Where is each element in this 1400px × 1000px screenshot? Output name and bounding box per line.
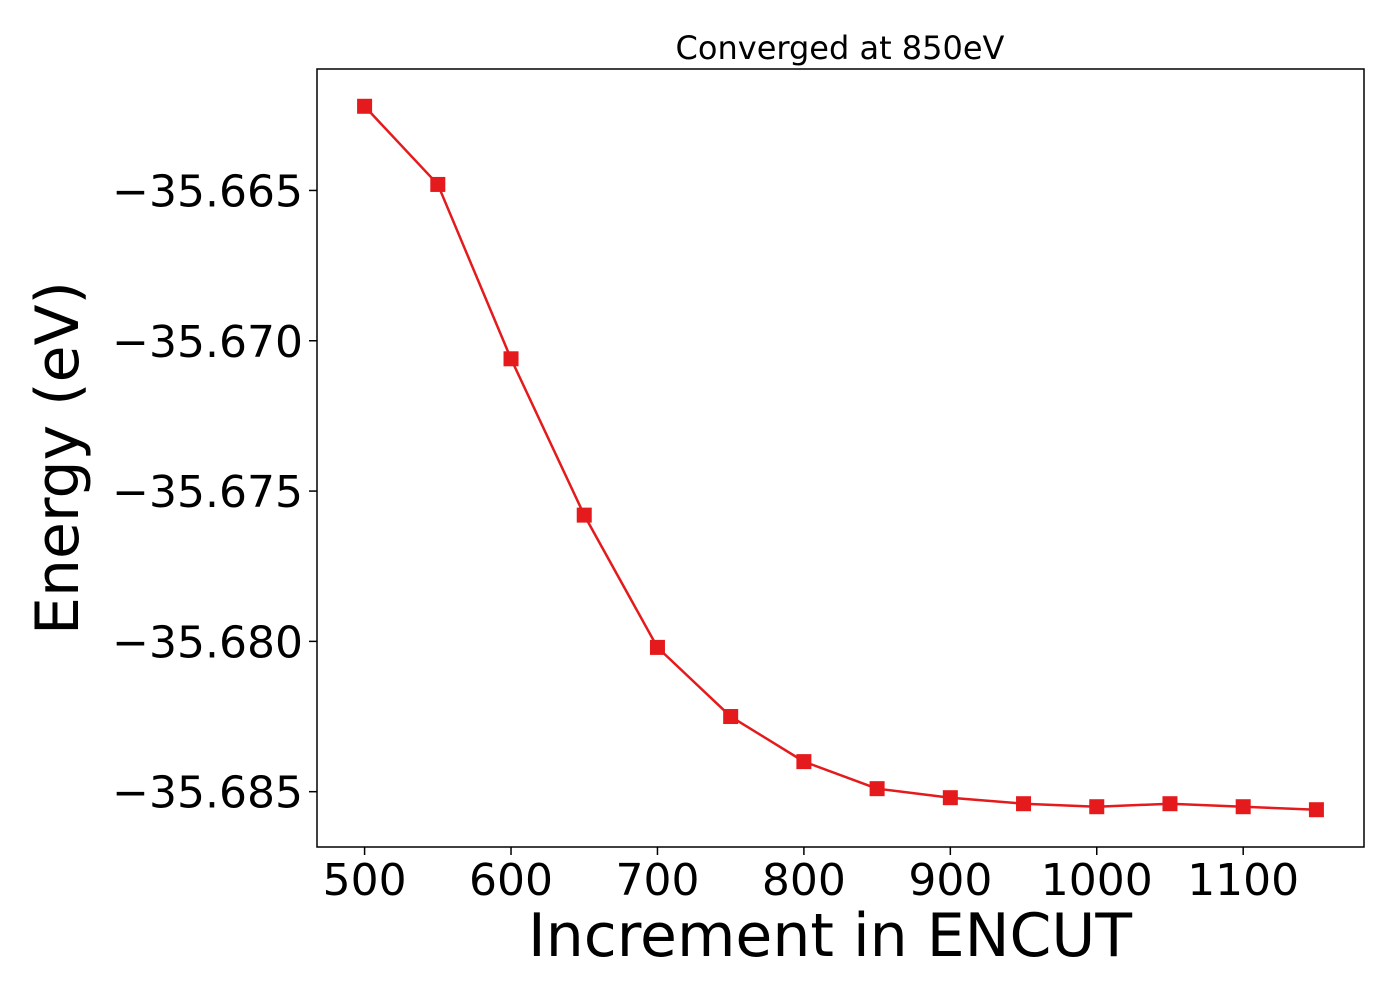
data-point-marker (942, 790, 958, 806)
x-tick-label: 800 (762, 855, 846, 906)
x-tick-label: 1000 (1041, 855, 1153, 906)
plot-area (357, 98, 1324, 818)
series-line (363, 105, 1317, 811)
data-point-marker (430, 176, 446, 192)
data-point-marker (796, 754, 812, 770)
data-point-marker (869, 781, 885, 797)
y-tick-label: −35.665 (112, 166, 303, 217)
data-point-marker (649, 639, 665, 655)
x-tick-label: 700 (615, 855, 699, 906)
y-tick-label: −35.685 (112, 768, 303, 819)
data-point-marker (357, 98, 373, 114)
y-tick-label: −35.680 (112, 617, 303, 668)
x-tick-label: 900 (908, 855, 992, 906)
data-point-marker (1308, 802, 1324, 818)
x-axis-label: Increment in ENCUT (528, 901, 1132, 971)
y-axis: −35.665 −35.670 −35.675 −35.680 −35.685 (112, 166, 317, 819)
data-point-marker (576, 507, 592, 523)
data-point-marker (1016, 796, 1032, 812)
x-axis: 500 600 700 800 900 1000 1100 (323, 847, 1299, 906)
x-tick-label: 1100 (1187, 855, 1299, 906)
y-axis-label: Energy (eV) (23, 281, 93, 635)
x-tick-label: 600 (469, 855, 553, 906)
data-point-marker (1089, 799, 1105, 815)
chart-title: Converged at 850eV (676, 29, 1005, 67)
data-point-marker (723, 709, 739, 725)
y-tick-label: −35.675 (112, 467, 303, 518)
plot-frame (316, 68, 1365, 848)
x-tick-label: 500 (323, 855, 407, 906)
y-tick-label: −35.670 (112, 317, 303, 368)
data-point-marker (1162, 796, 1178, 812)
data-point-marker (503, 351, 519, 367)
data-point-marker (1235, 799, 1251, 815)
